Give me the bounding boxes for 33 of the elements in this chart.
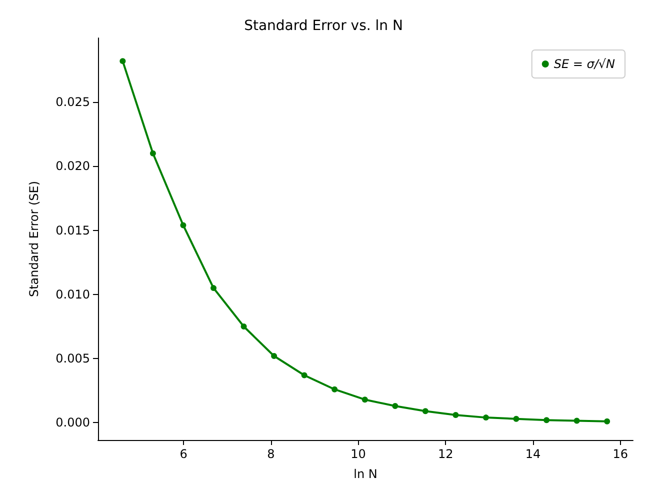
point [332, 386, 338, 392]
x-tick-label: 14 [525, 447, 541, 461]
y-tick-label: 0.000 [56, 416, 90, 430]
point [422, 408, 428, 414]
point [271, 353, 278, 360]
point [604, 418, 610, 424]
point [392, 403, 398, 410]
x-tick-label: 16 [612, 447, 628, 461]
x-tick-label: 10 [350, 447, 366, 461]
point [452, 412, 459, 418]
point [574, 418, 580, 424]
point [301, 372, 308, 378]
y-tick-label: 0.020 [56, 159, 90, 174]
point [362, 396, 368, 403]
y-tick-label: 0.005 [56, 352, 90, 366]
point [240, 324, 247, 330]
x-axis-title: ln N [354, 467, 378, 481]
y-tick-label: 0.025 [56, 95, 90, 110]
point [544, 417, 550, 424]
y-axis-title: Standard Error (SE) [27, 180, 41, 298]
point [210, 285, 217, 292]
point [180, 222, 186, 228]
x-tick-label: 6 [180, 447, 188, 461]
point [482, 414, 489, 421]
point [150, 150, 156, 156]
point [513, 416, 520, 422]
x-tick-label: 12 [438, 447, 454, 461]
legend-label: SE = σ/√N [554, 57, 616, 71]
point [120, 58, 126, 64]
x-tick-label: 8 [267, 447, 275, 461]
y-tick-label: 0.010 [56, 287, 90, 302]
chart-title: Standard Error vs. ln N [244, 18, 403, 34]
y-tick-label: 0.015 [56, 223, 90, 238]
